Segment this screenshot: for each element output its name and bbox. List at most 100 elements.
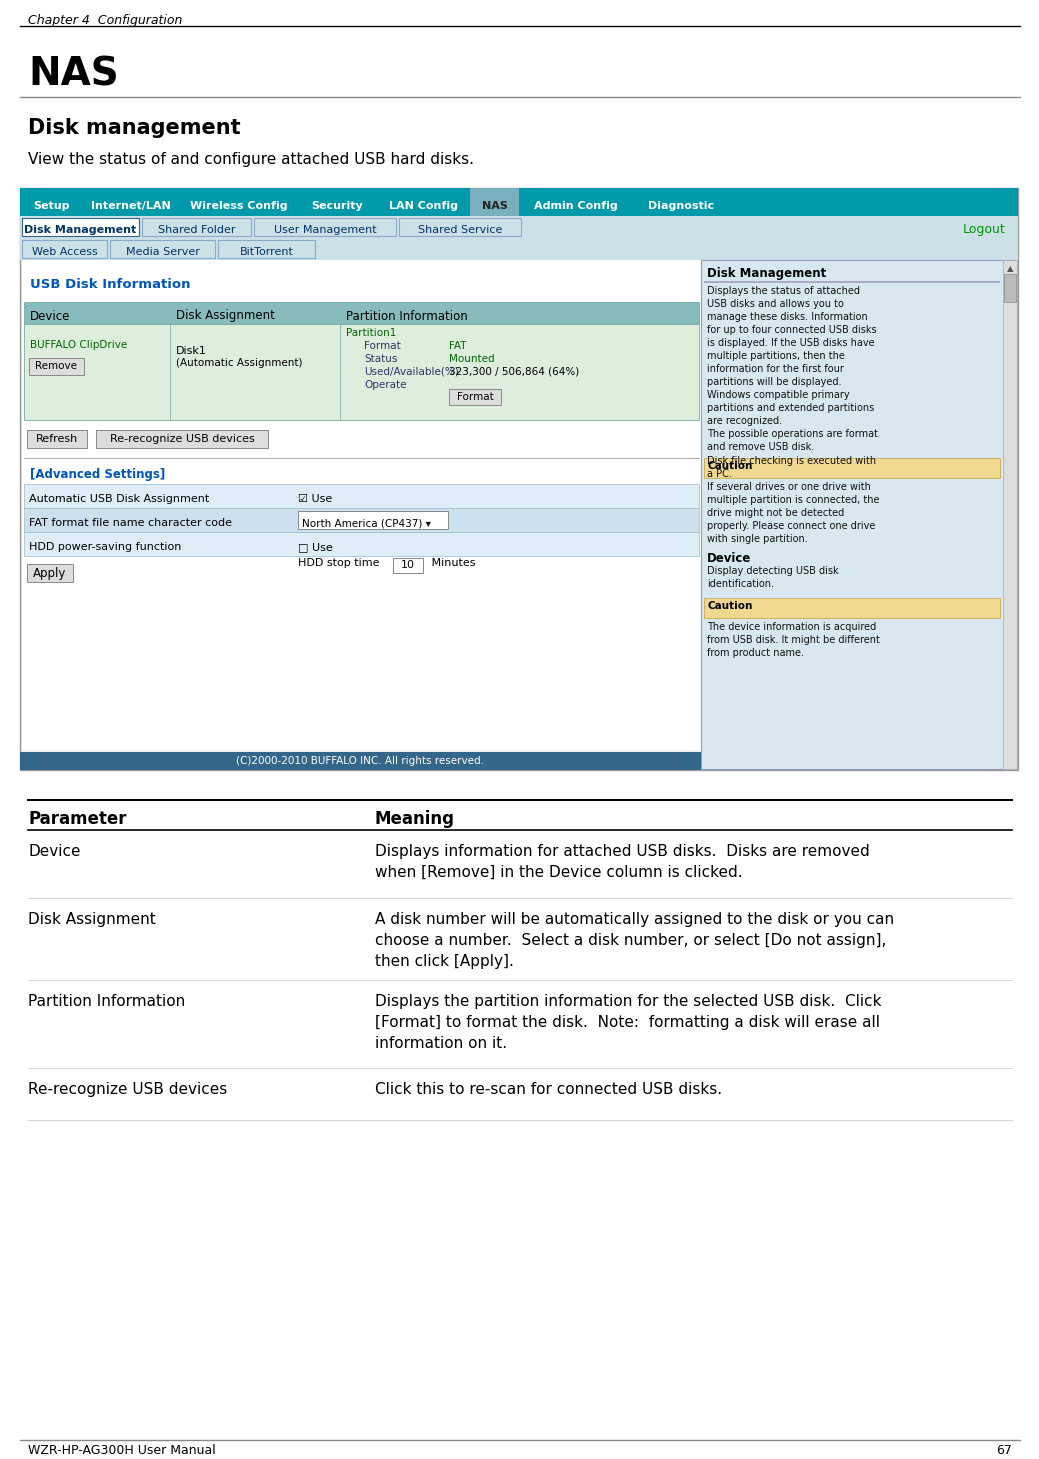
Text: Disk Management: Disk Management — [24, 225, 136, 235]
Text: Partition Information: Partition Information — [346, 309, 468, 322]
Text: User Management: User Management — [273, 225, 376, 235]
Text: Disk1: Disk1 — [176, 346, 207, 356]
Text: Automatic USB Disk Assignment: Automatic USB Disk Assignment — [29, 495, 209, 503]
Text: (C)2000-2010 BUFFALO INC. All rights reserved.: (C)2000-2010 BUFFALO INC. All rights res… — [237, 756, 484, 766]
Bar — [470, 188, 520, 216]
Text: North America (CP437) ▾: North America (CP437) ▾ — [302, 518, 431, 528]
Bar — [1003, 260, 1017, 769]
Text: Admin Config: Admin Config — [534, 201, 618, 212]
Text: A disk number will be automatically assigned to the disk or you can
choose a num: A disk number will be automatically assi… — [375, 912, 895, 969]
Bar — [20, 216, 1018, 238]
Text: Displays information for attached USB disks.  Disks are removed
when [Remove] in: Displays information for attached USB di… — [375, 843, 870, 880]
Text: FAT format file name character code: FAT format file name character code — [29, 518, 232, 528]
Text: Format: Format — [364, 341, 401, 352]
Text: Meaning: Meaning — [375, 810, 455, 827]
Bar — [22, 239, 107, 258]
Text: Logout: Logout — [963, 223, 1006, 236]
Text: Internet/LAN: Internet/LAN — [90, 201, 170, 212]
Text: Partition1: Partition1 — [346, 328, 396, 338]
Text: View the status of and configure attached USB hard disks.: View the status of and configure attache… — [28, 152, 474, 166]
Text: Device: Device — [707, 552, 751, 565]
Text: Device: Device — [28, 843, 80, 859]
Text: Refresh: Refresh — [36, 433, 78, 444]
Text: Disk Assignment: Disk Assignment — [28, 912, 156, 926]
Text: Shared Service: Shared Service — [418, 225, 502, 235]
Bar — [24, 533, 699, 556]
Bar — [399, 217, 521, 236]
Text: HDD power-saving function: HDD power-saving function — [29, 541, 182, 552]
Text: Media Server: Media Server — [126, 247, 199, 257]
Text: Shared Folder: Shared Folder — [158, 225, 235, 235]
Text: NAS: NAS — [28, 55, 118, 93]
Text: The device information is acquired
from USB disk. It might be different
from pro: The device information is acquired from … — [707, 622, 880, 658]
Text: Used/Available(%): Used/Available(%) — [364, 368, 459, 376]
Bar — [393, 557, 423, 573]
Bar — [22, 188, 81, 216]
Bar — [96, 430, 268, 448]
Text: Re-recognize USB devices: Re-recognize USB devices — [28, 1083, 228, 1097]
Text: Caution: Caution — [707, 601, 752, 611]
Text: Mounted: Mounted — [449, 355, 495, 363]
Text: 10: 10 — [401, 560, 415, 570]
Bar — [82, 188, 179, 216]
Text: Partition Information: Partition Information — [28, 994, 185, 1010]
Bar — [378, 188, 469, 216]
Text: Operate: Operate — [364, 379, 406, 390]
Bar — [704, 458, 1000, 479]
Text: 323,300 / 506,864 (64%): 323,300 / 506,864 (64%) — [449, 368, 580, 376]
Bar — [24, 324, 699, 420]
Text: Re-recognize USB devices: Re-recognize USB devices — [110, 433, 255, 444]
Text: Disk management: Disk management — [28, 118, 241, 139]
Bar — [20, 238, 1018, 260]
Text: HDD stop time: HDD stop time — [298, 557, 383, 568]
Text: (Automatic Assignment): (Automatic Assignment) — [176, 357, 302, 368]
Bar — [22, 260, 701, 750]
Bar — [298, 511, 448, 530]
Text: Caution: Caution — [707, 461, 752, 471]
Bar — [20, 751, 701, 770]
Text: BUFFALO ClipDrive: BUFFALO ClipDrive — [30, 340, 127, 350]
Text: Click this to re-scan for connected USB disks.: Click this to re-scan for connected USB … — [375, 1083, 722, 1097]
Bar — [142, 217, 251, 236]
Bar — [701, 260, 1017, 769]
Bar — [24, 484, 699, 508]
Text: NAS: NAS — [481, 201, 507, 212]
Bar — [633, 188, 730, 216]
Bar — [1004, 274, 1016, 302]
Bar — [20, 188, 1018, 216]
Text: Web Access: Web Access — [31, 247, 98, 257]
Bar — [704, 282, 1000, 283]
Text: Parameter: Parameter — [28, 810, 127, 827]
Text: Display detecting USB disk
identification.: Display detecting USB disk identificatio… — [707, 566, 838, 589]
Text: If several drives or one drive with
multiple partition is connected, the
drive m: If several drives or one drive with mult… — [707, 481, 879, 544]
Text: WZR-HP-AG300H User Manual: WZR-HP-AG300H User Manual — [28, 1443, 216, 1456]
Bar — [24, 508, 699, 533]
Bar — [27, 430, 87, 448]
Text: Displays the status of attached
USB disks and allows you to
manage these disks. : Displays the status of attached USB disk… — [707, 286, 878, 479]
Text: Setup: Setup — [33, 201, 70, 212]
Bar — [449, 390, 501, 406]
Bar — [110, 239, 215, 258]
Bar — [218, 239, 315, 258]
Text: ▲: ▲ — [1007, 264, 1013, 273]
Bar — [520, 188, 632, 216]
Text: Chapter 4  Configuration: Chapter 4 Configuration — [28, 15, 183, 28]
Text: FAT: FAT — [449, 341, 467, 352]
Text: Wireless Config: Wireless Config — [190, 201, 288, 212]
Text: [Advanced Settings]: [Advanced Settings] — [30, 468, 165, 481]
Bar — [180, 188, 297, 216]
Bar — [254, 217, 396, 236]
Text: Format: Format — [456, 392, 494, 403]
Bar — [298, 188, 377, 216]
Text: USB Disk Information: USB Disk Information — [30, 279, 190, 290]
Text: LAN Config: LAN Config — [389, 201, 458, 212]
Bar — [29, 357, 84, 375]
Bar — [704, 598, 1000, 619]
Text: Remove: Remove — [35, 360, 77, 371]
Text: Disk Assignment: Disk Assignment — [176, 309, 275, 322]
Text: Apply: Apply — [33, 566, 66, 579]
Text: Status: Status — [364, 355, 397, 363]
Text: Displays the partition information for the selected USB disk.  Click
[Format] to: Displays the partition information for t… — [375, 994, 881, 1050]
Text: 67: 67 — [996, 1443, 1012, 1456]
Text: □ Use: □ Use — [298, 541, 332, 552]
